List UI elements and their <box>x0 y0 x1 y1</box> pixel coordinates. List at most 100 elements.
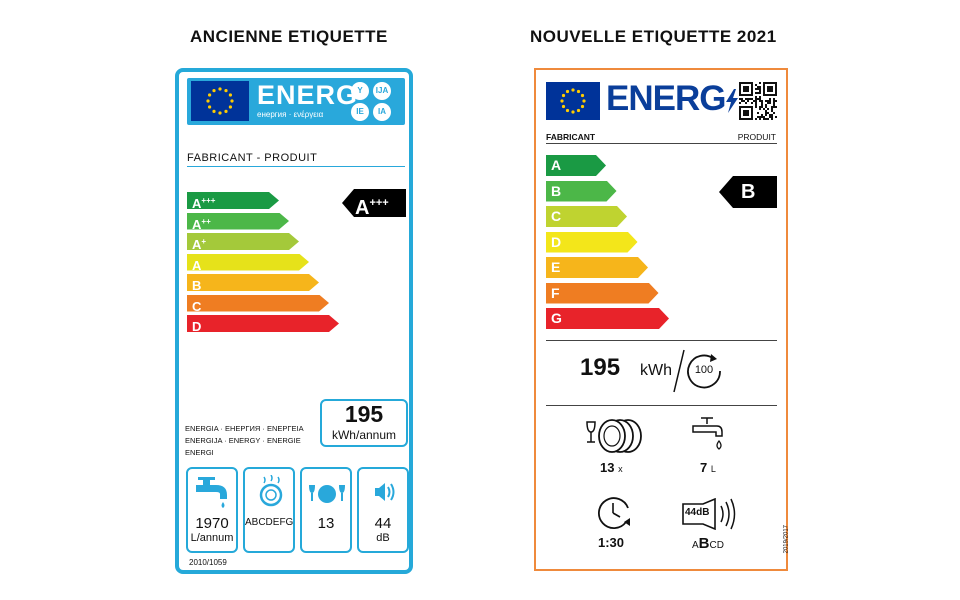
cycles-value: 100 <box>694 364 714 376</box>
class-letter: B <box>192 278 202 293</box>
old-drying-scale: ABCDEFG <box>245 517 294 528</box>
new-class-arrow: A <box>546 155 606 176</box>
cycle-icon: 100 <box>684 351 724 391</box>
old-rating-indicator: A+++ <box>342 189 406 217</box>
new-rating-indicator: B <box>719 176 777 208</box>
water-tap-icon <box>692 417 723 450</box>
new-class-arrow: G <box>546 308 669 329</box>
lang-badge: IJA <box>373 82 391 100</box>
class-letter: D <box>192 319 202 334</box>
energ-title: ENERG <box>257 80 359 110</box>
divider <box>546 340 777 341</box>
dish-drying-icon <box>259 475 283 507</box>
noise-indicator: 44dB <box>681 498 741 530</box>
old-class-arrow: D <box>187 315 339 332</box>
noise-class-scale: ABCD <box>692 535 724 552</box>
place-settings: 13 x <box>600 460 623 475</box>
eu-flag-icon <box>546 82 600 120</box>
class-letter: A <box>192 216 202 232</box>
old-class-arrow: A++ <box>187 213 289 230</box>
new-class-arrow: F <box>546 283 659 304</box>
energia-multilingual: ENERGIA · ЕНЕРГИЯ · ΕΝΕΡΓΕΙΑ ENERGIJA · … <box>185 424 304 457</box>
speaker-icon <box>682 498 736 530</box>
new-class-arrow: B <box>546 181 617 202</box>
new-regulation: 2019/2017 <box>783 525 789 554</box>
place-settings-unit: x <box>618 464 623 474</box>
water-consumption: 7 L <box>700 460 716 475</box>
class-letter: A <box>192 196 202 211</box>
old-water-value: 1970 <box>195 515 229 532</box>
new-class-arrow: E <box>546 257 648 278</box>
class-plus: +++ <box>201 196 216 205</box>
rating-letter: A <box>355 197 370 219</box>
product: PRODUIT <box>737 132 776 142</box>
divider <box>546 143 777 144</box>
divider <box>546 405 777 406</box>
divider <box>187 166 405 167</box>
class-letter: B <box>551 182 562 199</box>
noise-db: 44dB <box>685 507 710 518</box>
class-letter: G <box>551 310 562 326</box>
class-letter: F <box>551 284 560 301</box>
eu-flag-icon <box>191 81 249 121</box>
old-regulation: 2010/1059 <box>189 558 227 567</box>
lightning-icon <box>726 89 739 113</box>
old-noise-unit: dB <box>376 532 390 544</box>
old-class-arrow: B <box>187 274 319 291</box>
old-capacity-value: 13 <box>317 515 335 532</box>
old-label-heading: ANCIENNE ETIQUETTE <box>190 27 388 46</box>
cycle-duration: 1:30 <box>598 535 625 550</box>
old-energy-label: ENERG енергия · ενέργεια Y IJA IE IA FAB… <box>175 68 413 574</box>
lang-badge: Y <box>351 82 369 100</box>
lang-badge: IE <box>351 103 369 121</box>
old-consumption-box: 195 kWh/annum <box>320 399 408 447</box>
energ-title: ENERG <box>606 79 739 119</box>
old-class-arrow: C <box>187 295 329 312</box>
dishes-icon <box>309 485 345 503</box>
new-kwh-unit: kWh <box>640 362 672 379</box>
slash-divider <box>673 349 685 393</box>
class-letter: D <box>551 233 562 250</box>
old-noise-value: 44 <box>374 515 392 532</box>
old-class-arrow: A <box>187 254 309 271</box>
speaker-icon <box>375 483 395 501</box>
energ-text: ENERG <box>606 79 726 118</box>
class-plus: ++ <box>201 216 211 226</box>
class-letter: C <box>192 298 202 314</box>
old-water-box: 1970 L/annum <box>186 467 238 553</box>
water-unit: L <box>710 464 716 474</box>
rating-plus: +++ <box>369 197 389 209</box>
class-letter: A <box>192 237 202 252</box>
new-label-heading: NOUVELLE ETIQUETTE 2021 <box>530 27 777 46</box>
class-letter: A <box>192 257 202 273</box>
old-kwh-unit: kWh/annum <box>331 428 397 442</box>
old-water-unit: L/annum <box>190 532 234 544</box>
water-value: 7 <box>700 460 708 475</box>
old-label-header: ENERG енергия · ενέργεια Y IJA IE IA <box>187 78 405 125</box>
place-settings-value: 13 <box>600 460 615 475</box>
noise-class-active: B <box>698 535 710 552</box>
manufacturer-product: FABRICANT - PRODUIT <box>187 152 318 164</box>
qr-code-icon <box>739 82 777 120</box>
noise-class-pre: A <box>692 540 699 551</box>
clock-icon <box>598 497 630 529</box>
old-class-arrow: A+++ <box>187 192 279 209</box>
class-letter: E <box>551 259 561 275</box>
old-kwh-value: 195 <box>344 401 384 427</box>
faucet-icon <box>196 477 227 508</box>
old-drying-box: ABCDEFG <box>243 467 295 553</box>
class-letter: C <box>551 208 562 224</box>
energ-subtitle: енергия · ενέργεια <box>257 110 324 119</box>
lang-badge: IA <box>373 103 391 121</box>
manufacturer: FABRICANT <box>546 132 596 142</box>
new-class-arrow: C <box>546 206 627 227</box>
old-class-arrow: A+ <box>187 233 299 250</box>
new-class-arrow: D <box>546 232 638 253</box>
class-plus: + <box>201 237 207 246</box>
dishes-icon <box>586 419 642 453</box>
old-noise-box: 44 dB <box>357 467 409 553</box>
class-letter: A <box>551 157 562 173</box>
noise-class-post: CD <box>709 540 724 551</box>
new-kwh-value: 195 <box>580 354 621 381</box>
